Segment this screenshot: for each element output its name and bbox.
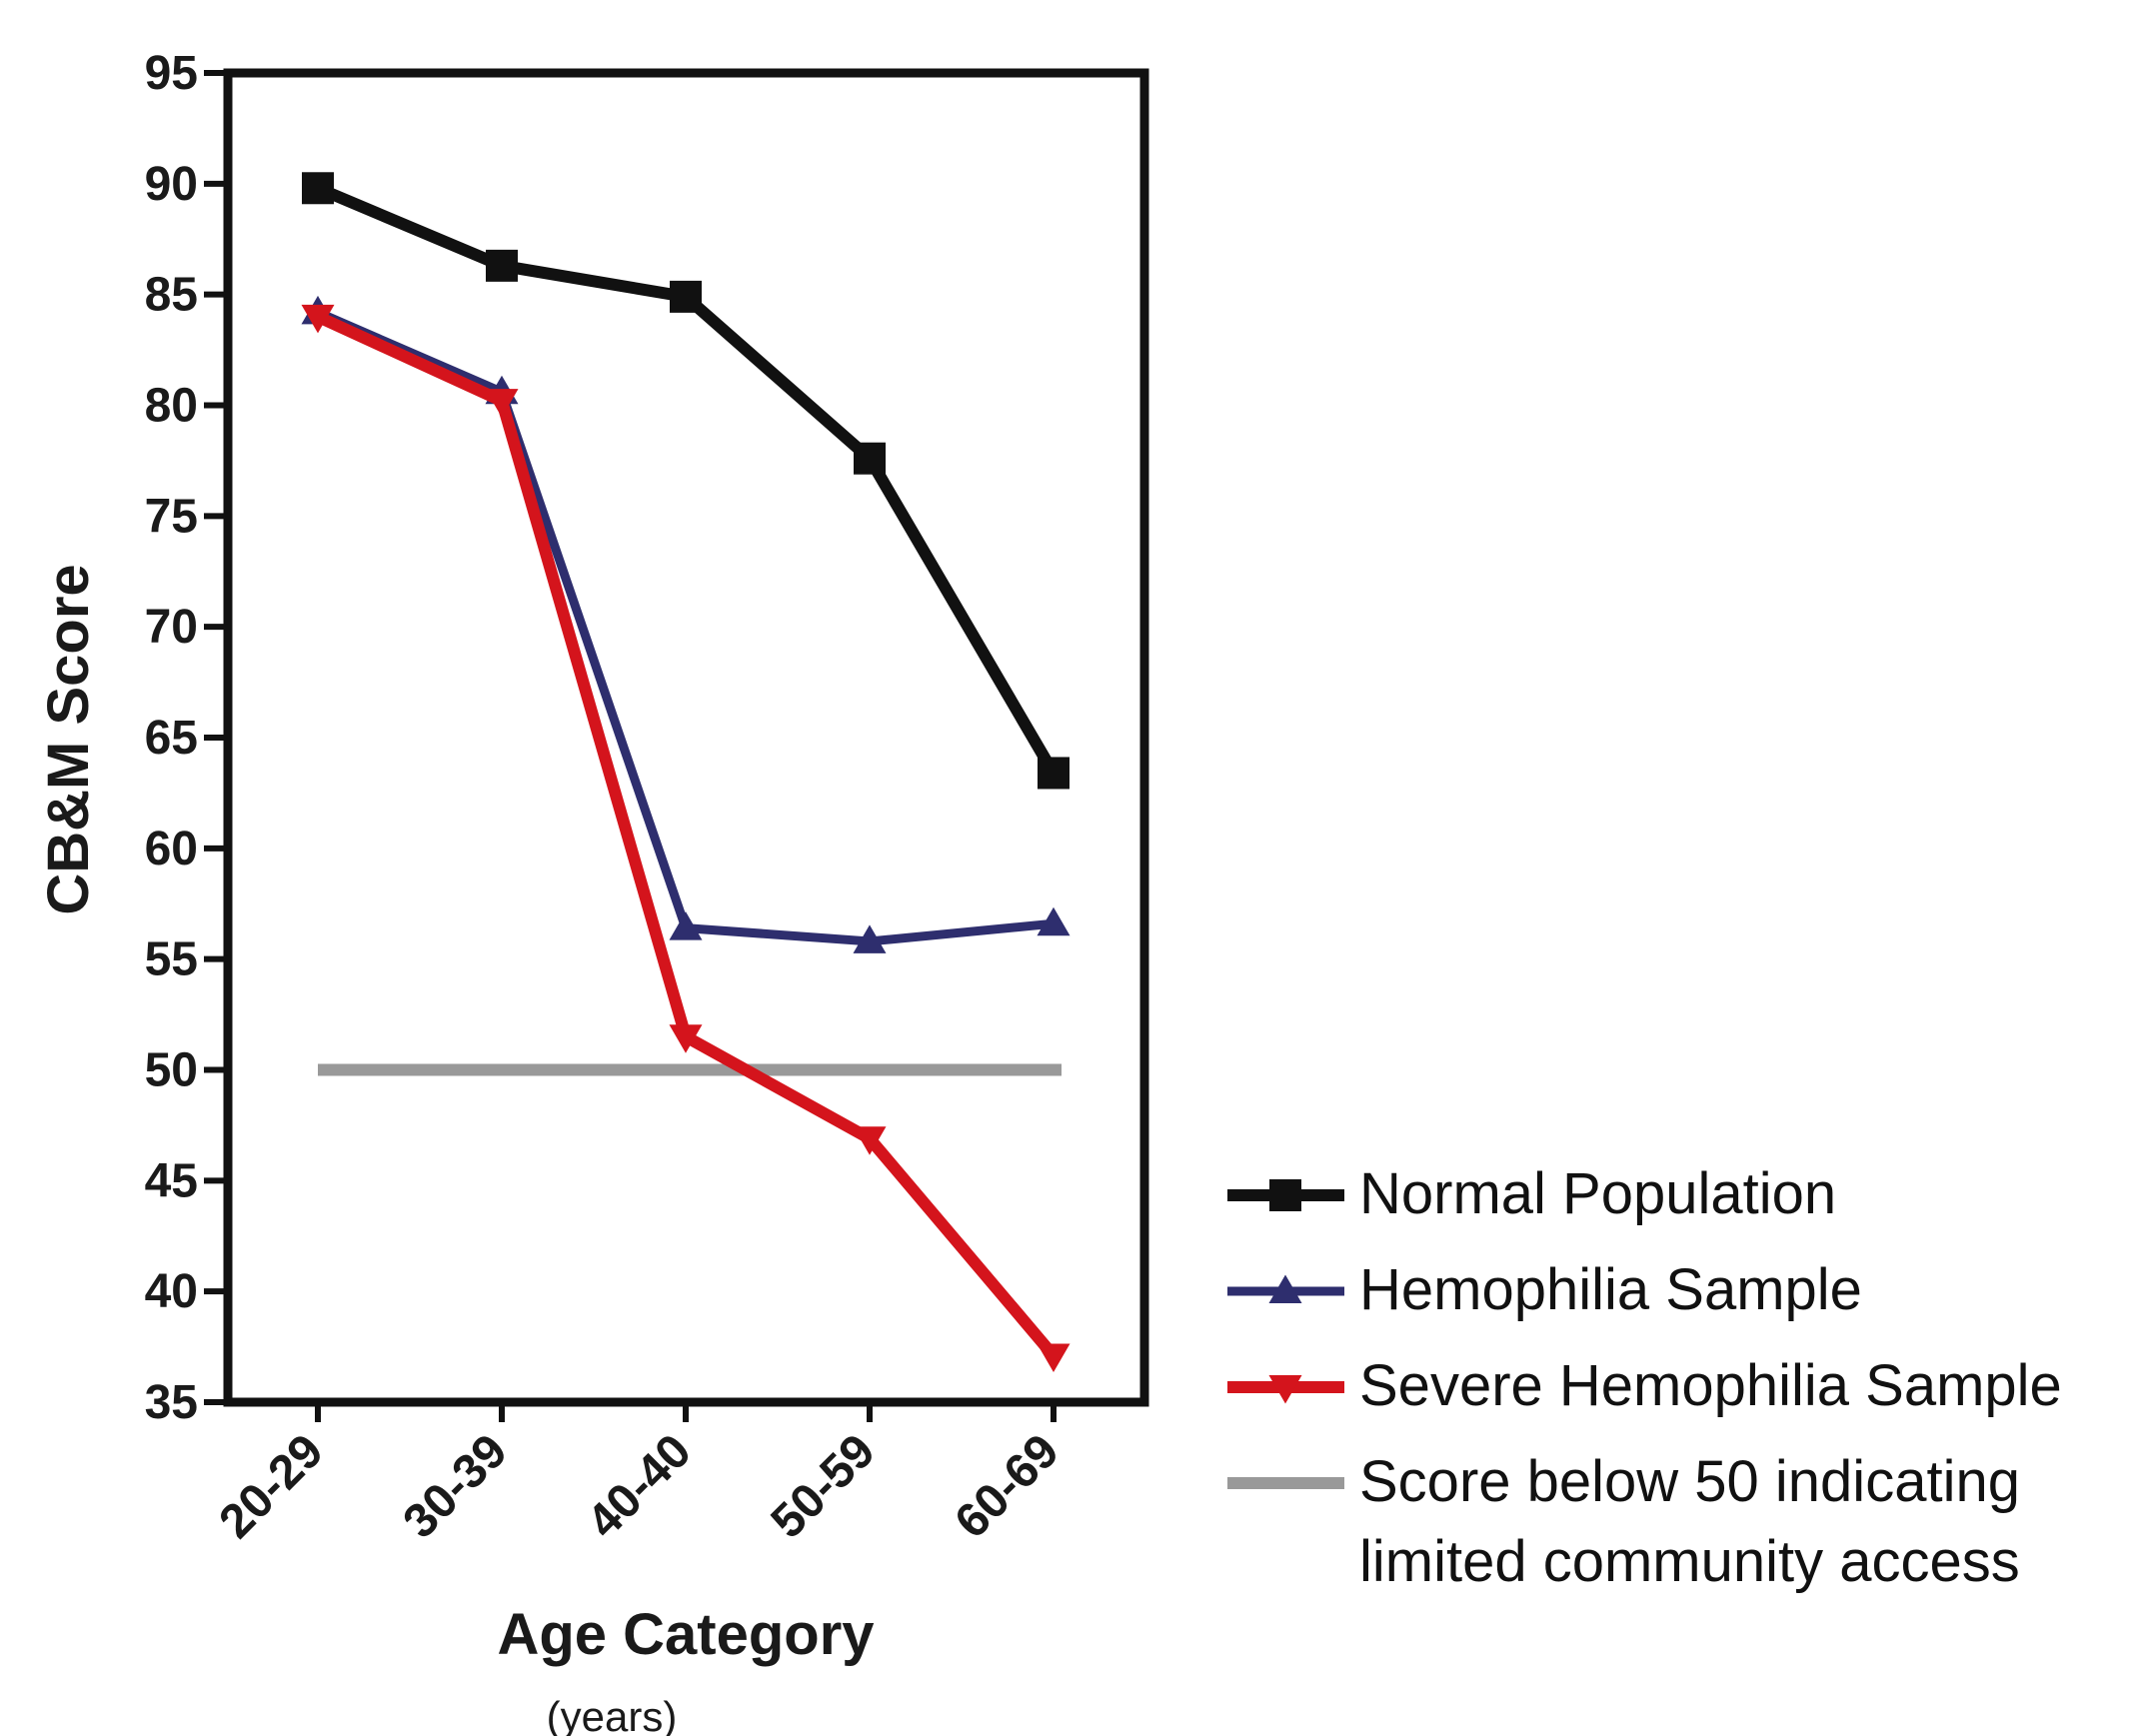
data-point	[302, 172, 334, 205]
x-tick-label: 30-39	[393, 1424, 517, 1548]
data-point	[853, 1126, 887, 1155]
series-hemophilia-sample	[301, 295, 1071, 953]
y-tick-label: 95	[145, 47, 198, 100]
legend-label-normal: Normal Population	[1359, 1161, 1836, 1226]
data-point	[1037, 906, 1071, 936]
y-tick-label: 70	[145, 601, 198, 654]
data-point	[853, 924, 887, 953]
legend-label-reference-line2: limited community access	[1359, 1529, 2020, 1594]
series-line	[312, 310, 1060, 1362]
data-point	[486, 249, 518, 282]
x-tick-label: 40-40	[577, 1424, 701, 1548]
data-point	[854, 442, 886, 475]
y-tick-label: 35	[145, 1376, 198, 1429]
legend-swatch-normal-population	[1227, 1179, 1344, 1211]
y-tick-label: 80	[145, 380, 198, 433]
series-line	[312, 182, 1060, 780]
data-point	[1037, 1343, 1071, 1372]
x-tick-label: 20-29	[209, 1424, 333, 1548]
y-tick-label: 60	[145, 823, 198, 875]
y-tick-label: 90	[145, 158, 198, 211]
series-line	[313, 307, 1059, 946]
plot-frame	[223, 68, 1149, 1407]
data-point	[485, 389, 519, 418]
data-point	[669, 1024, 703, 1053]
legend-label-reference-line1: Score below 50 indicating	[1359, 1449, 2020, 1514]
series-normal-population	[302, 172, 1070, 790]
x-axis-subtitle: (years)	[547, 1693, 678, 1736]
legend-swatch-severe-hemophilia-sample	[1227, 1375, 1344, 1404]
legend-label-severe: Severe Hemophilia Sample	[1359, 1353, 2062, 1418]
plot-area	[223, 68, 1149, 1407]
y-tick-label: 85	[145, 269, 198, 322]
y-tick-label: 75	[145, 490, 198, 543]
series-severe-hemophilia-sample	[301, 304, 1071, 1372]
data-point	[1038, 757, 1070, 790]
legend: Normal Population Hemophilia Sample Seve…	[1227, 1161, 2062, 1594]
legend-swatch-marker	[1269, 1179, 1301, 1211]
data-point	[669, 911, 703, 940]
x-axis: 20-29 30-39 40-40 50-59 60-69	[209, 1402, 1070, 1549]
y-tick-label: 65	[145, 712, 198, 765]
data-point	[301, 304, 335, 334]
y-tick-label: 50	[145, 1044, 198, 1097]
x-tick-label: 60-69	[945, 1424, 1069, 1548]
y-tick-label: 40	[145, 1265, 198, 1318]
x-tick-label: 50-59	[761, 1424, 885, 1548]
legend-swatch-marker	[1268, 1375, 1302, 1404]
y-tick-label: 55	[145, 933, 198, 986]
y-axis-title: CB&M Score	[36, 564, 101, 914]
legend-label-hemophilia: Hemophilia Sample	[1359, 1257, 1862, 1322]
x-axis-title: Age Category	[497, 1602, 874, 1667]
legend-swatch-hemophilia-sample	[1227, 1274, 1344, 1303]
data-point	[670, 280, 702, 313]
y-axis: 35 40 45 50 55 60 65 70 75 80 85 90 95	[145, 47, 228, 1429]
y-tick-label: 45	[145, 1154, 198, 1207]
legend-swatch-marker	[1268, 1274, 1302, 1303]
